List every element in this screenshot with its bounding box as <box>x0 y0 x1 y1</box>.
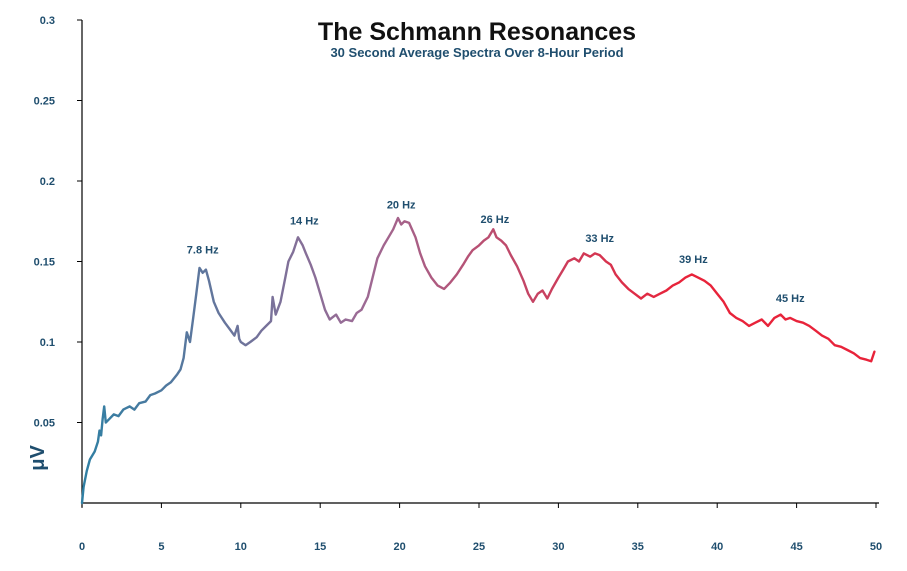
y-tick-label: 0.25 <box>34 96 55 108</box>
x-tick-label: 35 <box>632 541 644 553</box>
y-tick-label: 0.1 <box>40 337 55 349</box>
x-tick-label: 25 <box>473 541 485 553</box>
y-tick-label: 0.3 <box>40 15 55 27</box>
chart-subtitle: 30 Second Average Spectra Over 8-Hour Pe… <box>330 45 623 60</box>
peak-label: 26 Hz <box>481 214 510 226</box>
peak-annotations: 7.8 Hz 14 Hz 20 Hz 26 Hz 33 Hz 39 Hz 45 Hz <box>187 199 805 304</box>
y-tick-label: 0.2 <box>40 176 55 188</box>
x-tick-label: 45 <box>790 541 802 553</box>
peak-label: 14 Hz <box>290 215 319 227</box>
chart-title: The Schmann Resonances <box>318 18 636 46</box>
y-axis-label: μV <box>27 445 49 471</box>
x-tick-label: 50 <box>870 541 882 553</box>
peak-label: 45 Hz <box>776 293 805 305</box>
peak-label: 39 Hz <box>679 254 708 266</box>
y-tick-label: 0.05 <box>34 418 55 430</box>
series-line <box>80 216 876 505</box>
peak-label: 33 Hz <box>585 233 614 245</box>
y-axis-ticks: 0.05 0.1 0.15 0.2 0.25 0.3 <box>34 15 82 430</box>
axes <box>81 20 879 507</box>
x-tick-label: 5 <box>158 541 164 553</box>
x-tick-label: 10 <box>235 541 247 553</box>
x-tick-label: 20 <box>393 541 405 553</box>
y-tick-label: 0.15 <box>34 257 55 269</box>
x-tick-label: 15 <box>314 541 326 553</box>
x-tick-label: 30 <box>552 541 564 553</box>
peak-label: 20 Hz <box>387 199 416 211</box>
x-tick-label: 40 <box>711 541 723 553</box>
peak-label: 7.8 Hz <box>187 244 219 256</box>
x-axis-ticks: 0 5 10 15 20 25 30 35 40 45 50 <box>79 503 882 553</box>
x-tick-label: 0 <box>79 541 85 553</box>
